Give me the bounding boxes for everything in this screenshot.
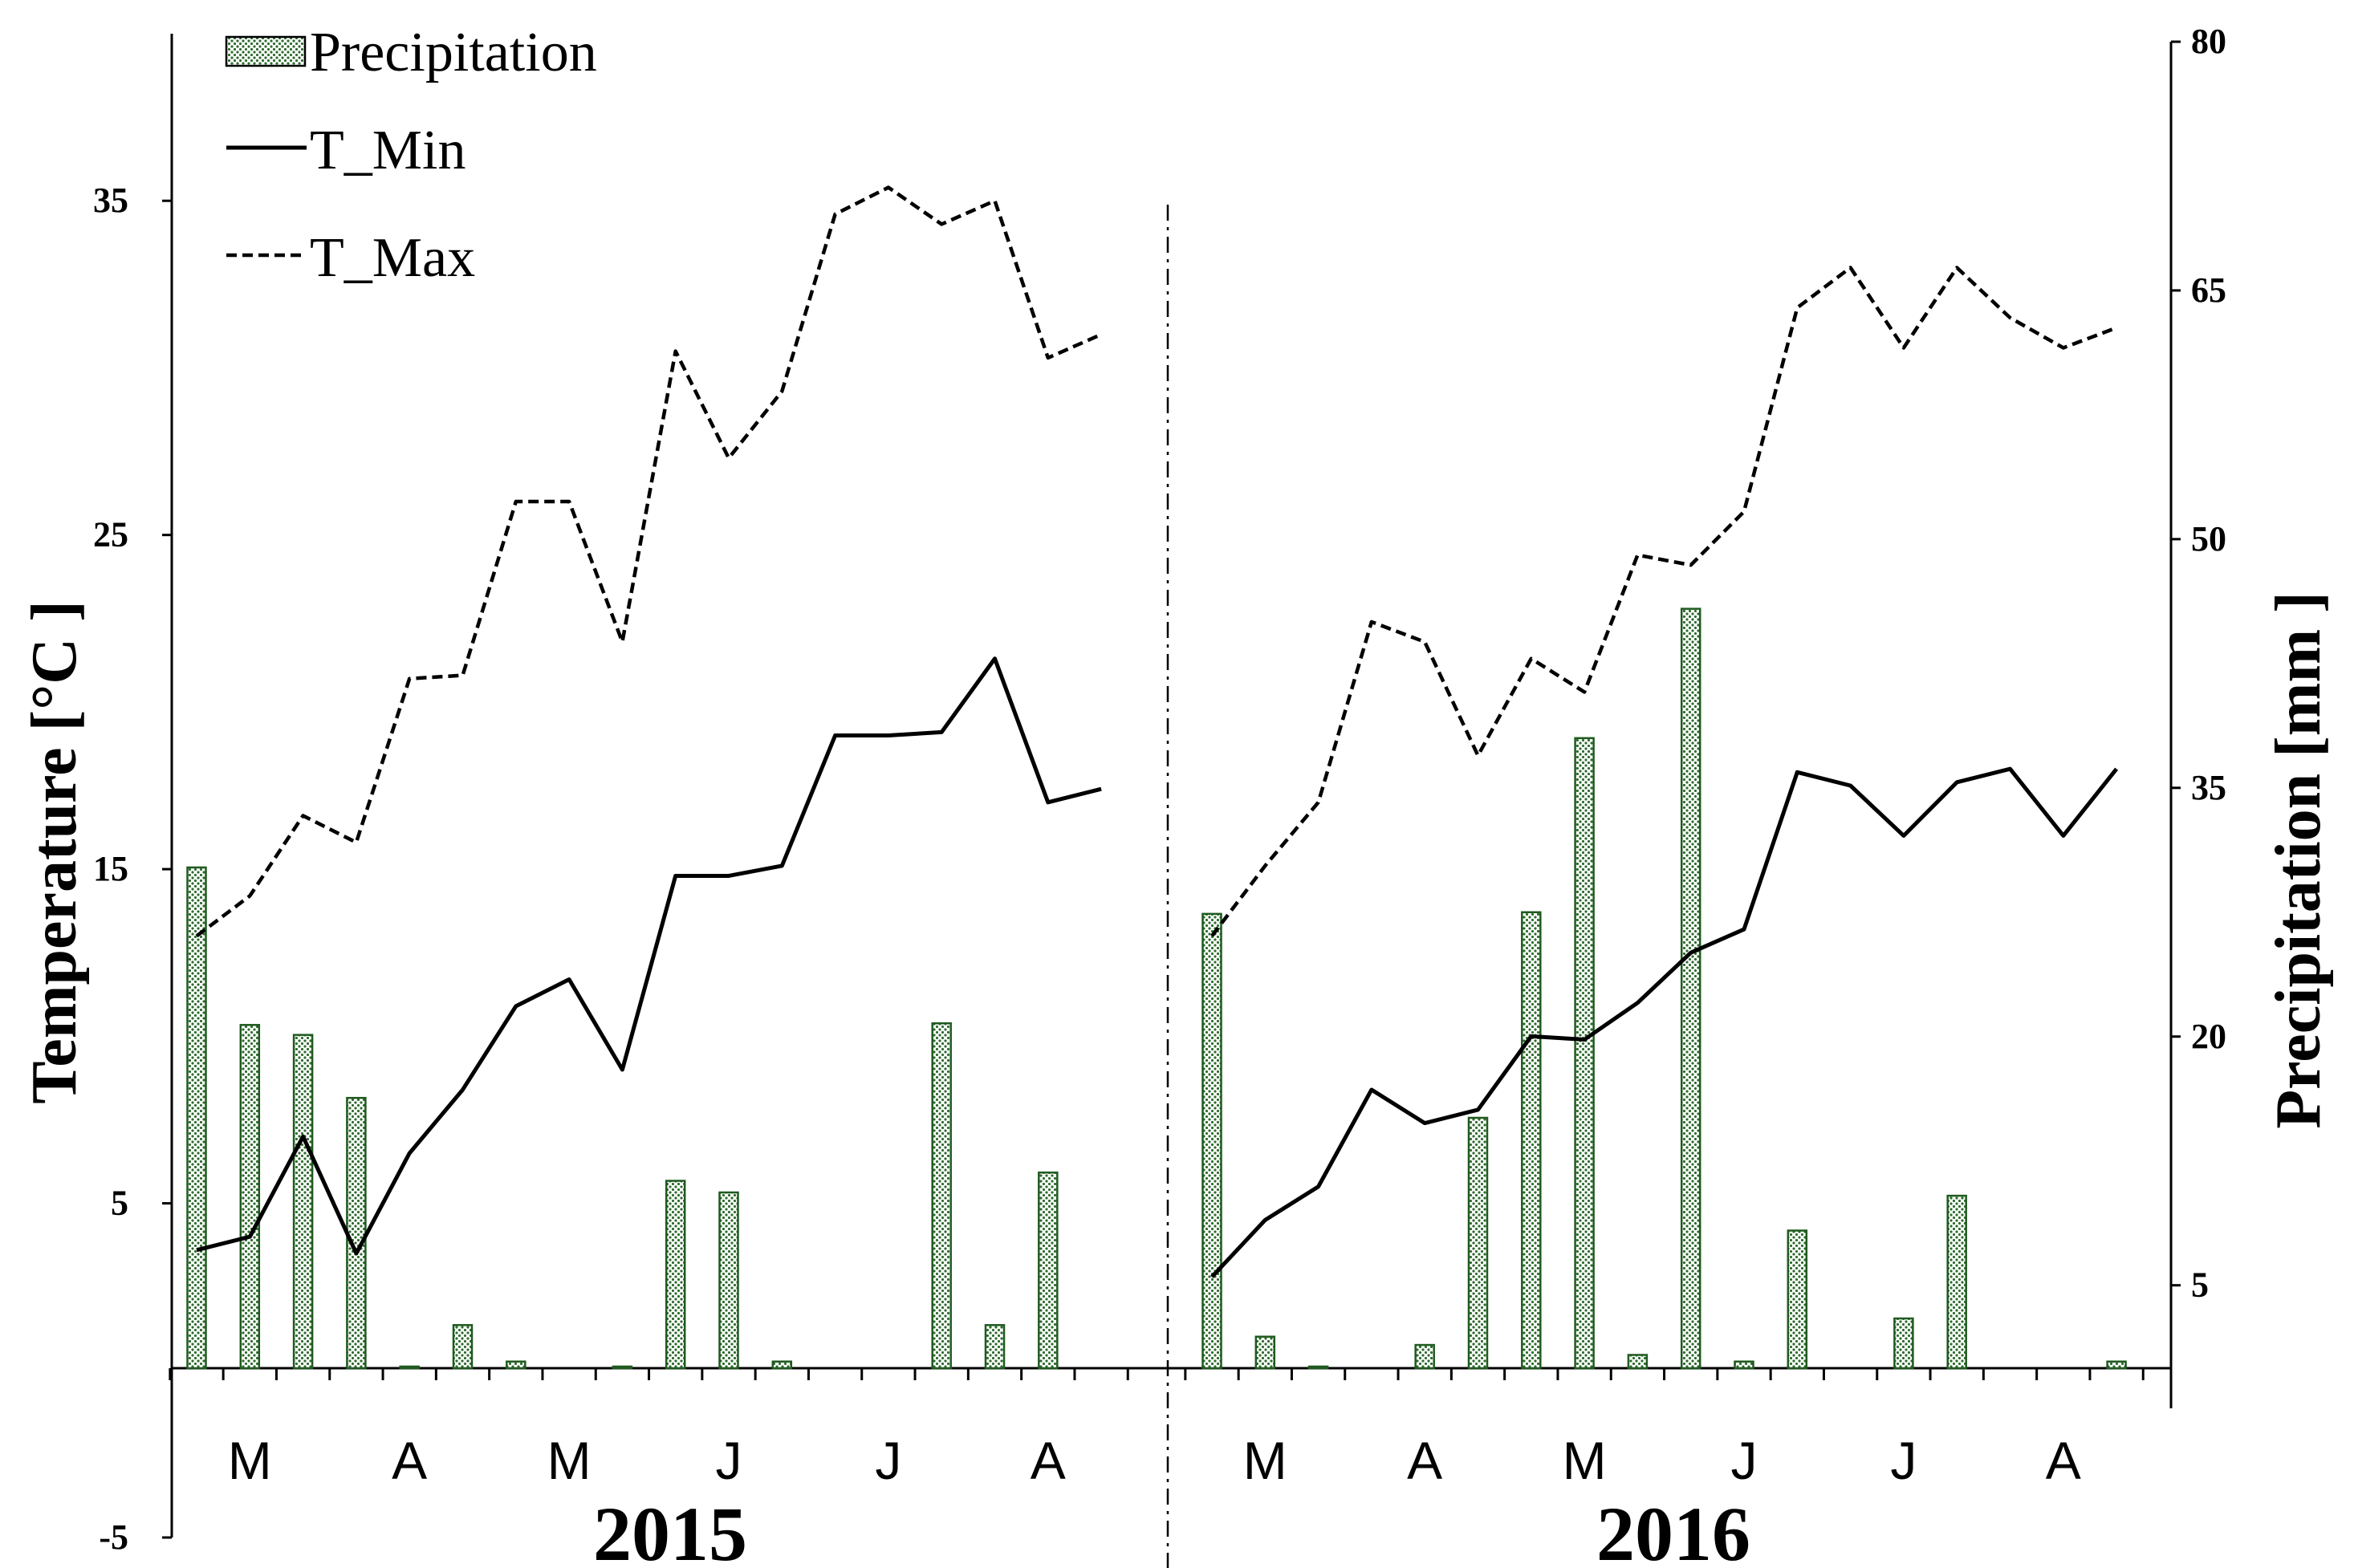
precip-bar-2016-14 <box>1946 1194 1967 1370</box>
precip-bar-2016-4 <box>1414 1343 1435 1370</box>
legend-precipitation-label: Precipitation <box>310 22 597 83</box>
precip-bar-2015-5 <box>452 1324 474 1370</box>
precip-bar-2015-3 <box>346 1096 367 1370</box>
precip-bar-2015-14 <box>931 1022 952 1370</box>
right-axis-title: Precipitation [mm ] <box>2263 591 2334 1128</box>
precip-bar-2016-6 <box>1521 911 1542 1370</box>
left-tick-label-4: 35 <box>93 181 128 220</box>
precip-bar-2015-16 <box>1038 1171 1059 1370</box>
precip-bar-2016-5 <box>1467 1116 1489 1370</box>
precip-bar-2015-11 <box>771 1360 793 1370</box>
precip-bar-2015-10 <box>718 1191 739 1370</box>
precip-bar-2015-9 <box>665 1180 686 1370</box>
left-axis-ticks: -5 5 15 25 35 <box>93 181 172 1557</box>
right-tick-label-1: 20 <box>2191 1017 2226 1056</box>
left-tick-label-2: 15 <box>93 849 128 888</box>
precip-bar-2015-6 <box>506 1360 526 1370</box>
temperature-lines <box>195 185 2119 1278</box>
year-label-2016: 2016 <box>1596 1491 1750 1568</box>
axes <box>170 34 2173 1568</box>
x-axis-ticks <box>169 1368 2145 1380</box>
left-axis-title: Temperature [°C ] <box>19 600 90 1103</box>
month-label-2015-4: J <box>875 1431 901 1490</box>
precip-bar-2015-8 <box>612 1365 633 1370</box>
precip-bar-2016-13 <box>1893 1317 1914 1370</box>
precipitation-bars <box>186 607 2127 1370</box>
tmin-line-2015 <box>196 656 1102 1256</box>
tmax-line-2016 <box>1210 266 2117 937</box>
month-label-2015-2: M <box>547 1431 592 1490</box>
month-label-2016-4: J <box>1890 1431 1917 1490</box>
precip-bar-2016-0 <box>1201 912 1222 1370</box>
precip-bar-2015-4 <box>399 1365 420 1370</box>
precip-bar-2016-11 <box>1787 1229 1808 1370</box>
legend-tmax-label: T_Max <box>310 227 475 289</box>
month-label-2016-2: M <box>1563 1431 1607 1490</box>
year-labels: 2015 2016 <box>593 1491 1750 1568</box>
precip-bar-2016-17 <box>2106 1360 2127 1370</box>
month-label-2016-0: M <box>1243 1431 1287 1490</box>
left-tick-label-1: 5 <box>111 1184 128 1223</box>
left-tick-label-3: 25 <box>93 515 128 554</box>
month-label-2015-1: A <box>392 1431 427 1490</box>
legend-precipitation-swatch <box>225 35 307 67</box>
month-label-2015-5: A <box>1031 1431 1066 1490</box>
precip-bar-2016-10 <box>1734 1360 1754 1370</box>
month-label-2016-5: A <box>2046 1431 2081 1490</box>
right-tick-label-3: 50 <box>2191 519 2226 559</box>
year-label-2015: 2015 <box>593 1491 747 1568</box>
legend-tmin-label: T_Min <box>310 120 466 181</box>
month-label-2016-1: A <box>1407 1431 1442 1490</box>
precip-bar-2016-2 <box>1307 1365 1329 1370</box>
tmin-line-2016 <box>1210 766 2119 1278</box>
month-label-2015-0: M <box>228 1431 272 1490</box>
precip-bar-2015-0 <box>186 866 207 1370</box>
precip-bar-2016-7 <box>1574 737 1595 1370</box>
right-tick-label-5: 80 <box>2191 22 2226 61</box>
precip-bar-2015-15 <box>984 1324 1006 1370</box>
right-axis-ticks: 5 20 35 50 65 80 <box>2171 22 2226 1305</box>
precip-bar-2015-2 <box>292 1034 314 1370</box>
left-tick-label-0: -5 <box>99 1517 128 1557</box>
month-label-2015-3: J <box>716 1431 742 1490</box>
precip-bar-2016-1 <box>1254 1335 1276 1370</box>
month-label-2016-3: J <box>1731 1431 1758 1490</box>
precip-bar-2016-8 <box>1627 1354 1649 1370</box>
right-tick-label-2: 35 <box>2191 768 2226 807</box>
tmax-line-2015 <box>195 185 1103 938</box>
right-tick-label-0: 5 <box>2191 1265 2209 1305</box>
precip-bar-2015-1 <box>239 1024 261 1370</box>
legend: Precipitation T_Min T_Max <box>225 22 597 289</box>
right-tick-label-4: 65 <box>2191 270 2226 310</box>
precip-bar-2016-9 <box>1680 607 1701 1370</box>
